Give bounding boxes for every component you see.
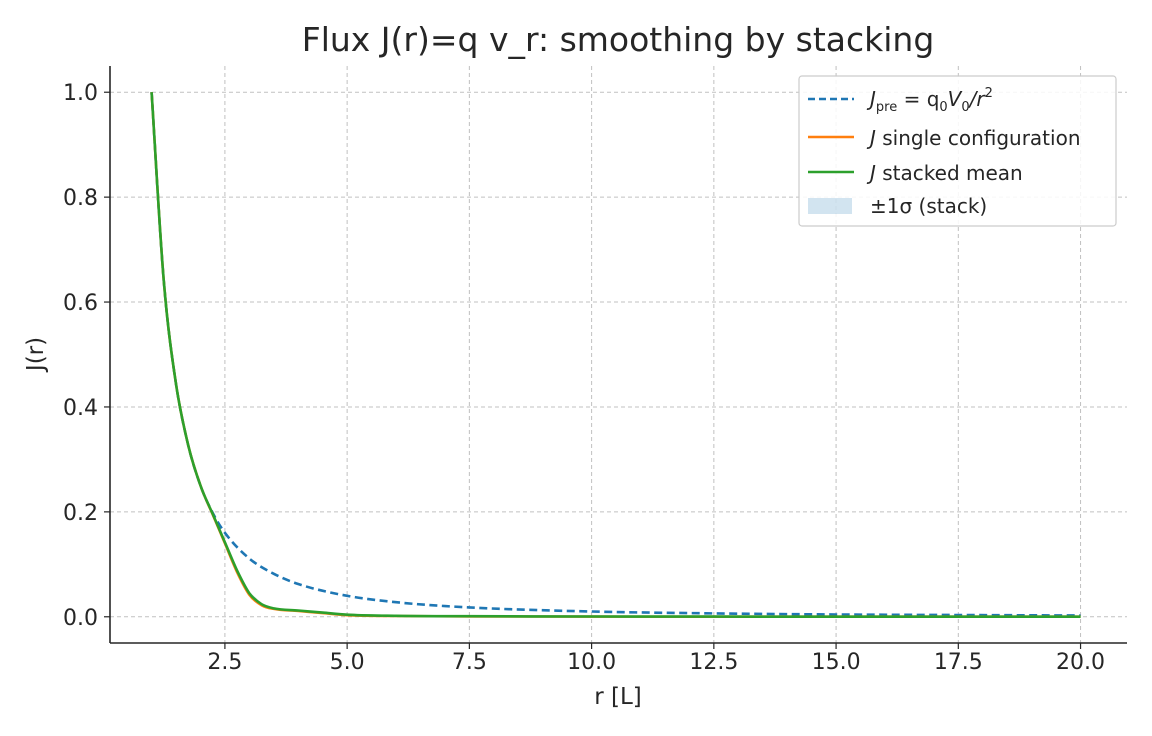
y-tick-label: 0.6 [63,291,98,316]
y-tick-label: 0.0 [63,606,98,631]
legend-pre-tail: /r [968,87,987,111]
x-tick-label: 20.0 [1056,650,1105,675]
x-tick-label: 15.0 [812,650,861,675]
chart-title: Flux J(r)=q v_r: smoothing by stacking [302,20,935,59]
legend-swatch-band [808,198,852,214]
legend-pre-sub: pre [876,100,897,115]
y-tick-label: 0.4 [63,396,98,421]
legend-single-italic: J [866,126,876,150]
series-line-stacked [150,92,1081,619]
series-layer [150,92,1081,619]
legend-pre-mid2: V [948,87,963,111]
legend-pre-sub2: 0 [939,100,947,115]
legend-label-pre: Jpre = q0V0/r2 [866,86,993,115]
legend-stacked-text: stacked mean [876,161,1023,185]
legend-pre-mid: = q [897,87,939,111]
series-line-pre [150,92,1081,617]
legend-pre-sup: 2 [985,86,993,101]
legend-frame [798,75,1117,227]
x-tick-label: 7.5 [452,650,487,675]
legend-stacked-italic: J [866,161,876,185]
y-axis-label: J(r) [23,337,49,373]
x-tick-label: 2.5 [207,650,242,675]
axes-spines [109,66,1127,644]
x-tick-label: 17.5 [934,650,983,675]
legend-pre-base: J [866,87,876,111]
x-axis-ticks: 2.5 5.0 7.5 10.0 12.5 15.0 17.5 20.0 [207,643,1105,675]
legend-label-band: ±1σ (stack) [870,194,987,218]
legend: Jpre = q0V0/r2 J single configuration J … [798,75,1117,227]
y-axis-ticks: 0.0 0.2 0.4 0.6 0.8 1.0 [63,81,110,631]
x-axis-label: r [L] [594,684,642,710]
x-tick-label: 10.0 [567,650,616,675]
y-tick-label: 0.2 [63,501,98,526]
y-tick-label: 1.0 [63,81,98,106]
x-tick-label: 12.5 [689,650,738,675]
legend-label-stacked: J stacked mean [866,161,1023,185]
legend-pre-sub3: 0 [961,100,969,115]
legend-single-text: single configuration [876,126,1081,150]
x-tick-label: 5.0 [330,650,365,675]
y-tick-label: 0.8 [63,186,98,211]
legend-label-single: J single configuration [866,126,1081,150]
